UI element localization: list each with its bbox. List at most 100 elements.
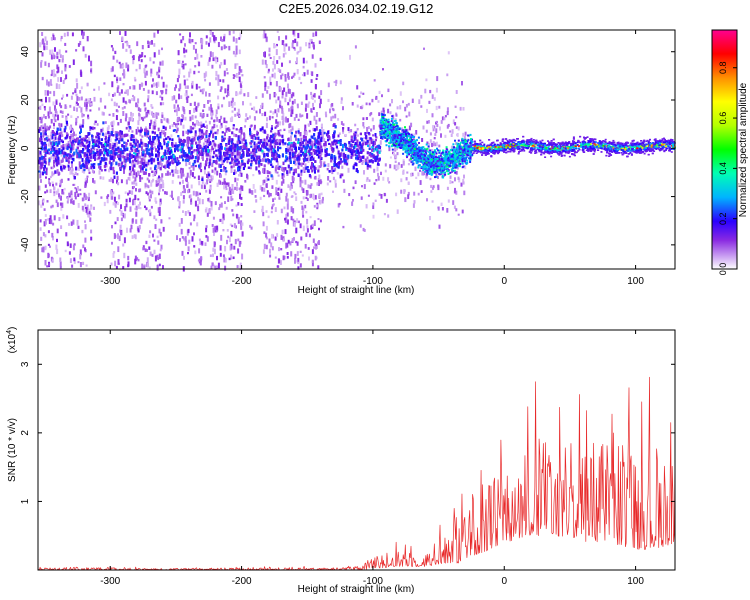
heatmap-cell — [186, 97, 189, 104]
heatmap-cell — [400, 164, 403, 168]
heatmap-cell — [337, 203, 340, 208]
heatmap-cell — [153, 249, 156, 255]
heatmap-cell — [86, 212, 89, 215]
heatmap-cell — [241, 253, 244, 260]
heatmap-cell — [230, 195, 233, 202]
heatmap-cell — [126, 227, 128, 233]
heatmap-cell — [240, 69, 243, 73]
heatmap-cell — [354, 123, 357, 127]
heatmap-cell — [50, 83, 53, 86]
heatmap-cell — [129, 117, 132, 122]
heatmap-cell — [215, 70, 218, 77]
heatmap-cell — [300, 115, 303, 118]
heatmap-cell — [366, 131, 369, 134]
heatmap-cell — [143, 116, 146, 119]
heatmap-cell — [131, 162, 134, 166]
heatmap-cell — [208, 120, 211, 125]
heatmap-cell — [174, 87, 176, 91]
heatmap-cell — [230, 147, 233, 152]
heatmap-cell — [399, 118, 402, 122]
heatmap-cell — [131, 186, 134, 190]
heatmap-cell — [330, 169, 333, 172]
heatmap-cell — [161, 90, 164, 94]
heatmap-cell — [388, 146, 391, 152]
heatmap-cell — [252, 137, 254, 142]
heatmap-cell — [217, 42, 220, 48]
heatmap-cell — [180, 95, 183, 99]
heatmap-cell — [455, 170, 458, 175]
heatmap-cell — [432, 128, 435, 132]
heatmap-cell — [187, 95, 190, 98]
heatmap-cell — [44, 36, 47, 42]
heatmap-cell — [274, 132, 277, 138]
heatmap-cell — [66, 241, 69, 247]
heatmap-cell — [310, 91, 313, 96]
heatmap-cell — [372, 205, 375, 210]
heatmap-cell — [46, 135, 49, 138]
heatmap-cell — [136, 156, 139, 159]
heatmap-cell — [370, 138, 373, 142]
heatmap-cell — [81, 112, 84, 118]
heatmap-cell — [292, 75, 295, 78]
heatmap-cell — [265, 210, 268, 213]
heatmap-cell — [216, 255, 218, 261]
heatmap-cell — [231, 184, 234, 189]
heatmap-cell — [105, 132, 108, 136]
heatmap-cell — [266, 117, 268, 122]
heatmap-cell — [122, 155, 125, 159]
heatmap-cell — [209, 37, 212, 43]
heatmap-cell — [64, 249, 67, 253]
heatmap-cell — [227, 196, 230, 202]
heatmap-cell — [201, 115, 204, 119]
heatmap-cell — [296, 218, 299, 224]
heatmap-cell — [301, 210, 304, 215]
heatmap-cell — [325, 114, 328, 118]
heatmap-cell — [351, 102, 354, 106]
heatmap-cell — [44, 116, 47, 120]
heatmap-cell — [382, 107, 385, 112]
heatmap-cell — [299, 181, 302, 188]
heatmap-cell — [329, 108, 331, 114]
heatmap-cell — [54, 55, 57, 58]
heatmap-cell — [160, 129, 163, 134]
heatmap-cell — [296, 57, 298, 63]
heatmap-cell — [339, 139, 342, 143]
heatmap-cell — [86, 82, 89, 87]
heatmap-cell — [441, 207, 444, 211]
heatmap-cell — [230, 154, 233, 159]
heatmap-cell — [270, 210, 273, 214]
heatmap-cell — [319, 140, 322, 146]
heatmap-cell — [223, 256, 226, 263]
heatmap-cell — [51, 166, 54, 169]
heatmap-cell — [119, 209, 121, 212]
heatmap-cell — [144, 72, 147, 78]
heatmap-cell — [410, 122, 413, 128]
heatmap-cell — [134, 207, 137, 211]
heatmap-cell — [59, 179, 62, 185]
heatmap-cell — [374, 199, 377, 202]
heatmap-cell — [151, 111, 153, 116]
heatmap-cell — [93, 206, 95, 210]
heatmap-cell — [312, 94, 315, 98]
heatmap-cell — [77, 103, 79, 106]
heatmap-cell — [414, 166, 417, 172]
heatmap-cell — [193, 123, 196, 127]
heatmap-cell — [203, 163, 206, 167]
heatmap-cell — [52, 34, 55, 41]
heatmap-cell — [111, 66, 114, 72]
heatmap-cell — [315, 119, 318, 125]
heatmap-cell — [123, 156, 126, 160]
heatmap-cell — [165, 173, 168, 176]
heatmap-cell — [275, 132, 278, 136]
heatmap-cell — [434, 133, 437, 137]
heatmap-cell — [262, 221, 265, 227]
heatmap-cell — [408, 111, 411, 117]
heatmap-cell — [159, 232, 162, 237]
heatmap-cell — [204, 209, 207, 213]
heatmap-cell — [190, 202, 193, 205]
heatmap-cell — [312, 144, 315, 148]
heatmap-cell — [48, 126, 50, 131]
heatmap-cell — [235, 225, 237, 229]
heatmap-cell — [124, 41, 127, 44]
heatmap-cell — [128, 169, 131, 172]
